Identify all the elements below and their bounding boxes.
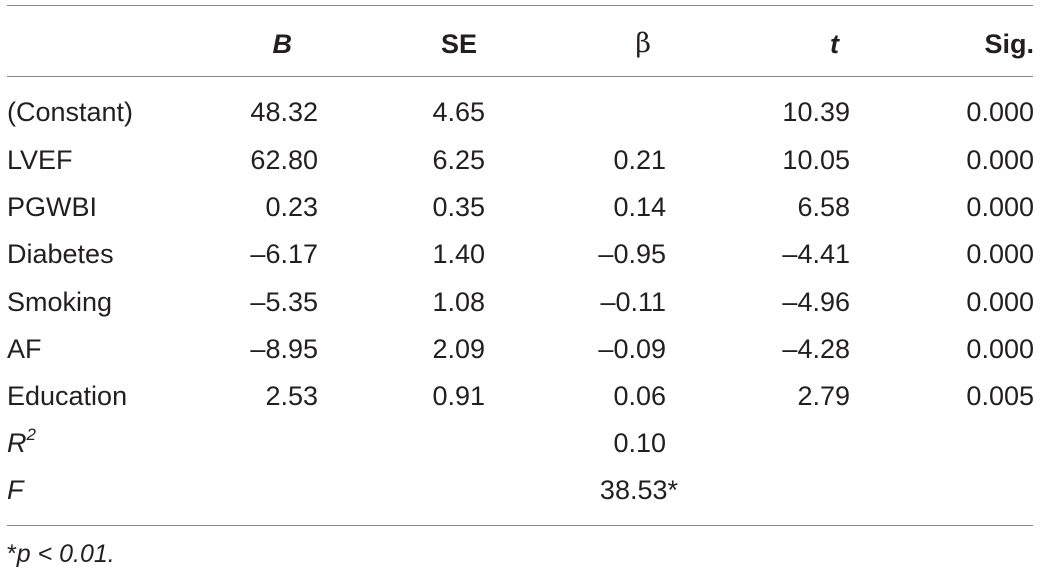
cell-sig: 0.000 (966, 239, 1034, 269)
table-top-rule (7, 5, 1033, 6)
header-t: t (830, 29, 839, 59)
row-label: PGWBI (7, 192, 98, 222)
cell-se: 2.09 (432, 334, 485, 364)
cell-t: –4.28 (782, 334, 850, 364)
header-beta: β (635, 28, 651, 59)
r-squared-value: 0.10 (613, 428, 666, 458)
cell-b: –6.17 (250, 239, 318, 269)
table-bottom-rule (7, 525, 1033, 526)
row-label: (Constant) (7, 97, 134, 127)
cell-b: 2.53 (265, 381, 318, 411)
cell-b: 0.23 (265, 192, 318, 222)
cell-se: 6.25 (432, 145, 485, 175)
header-sig: Sig. (984, 29, 1034, 59)
row-label: AF (7, 334, 42, 364)
header-b: B (272, 29, 293, 59)
cell-se: 0.91 (432, 381, 485, 411)
row-label: Education (7, 381, 128, 411)
cell-t: 2.79 (797, 381, 850, 411)
cell-sig: 0.000 (966, 145, 1034, 175)
footnote-text: p < 0.01. (16, 540, 115, 568)
table-row: Education 2.53 0.91 0.06 2.79 0.005 (0, 376, 1040, 416)
cell-beta: 0.06 (613, 381, 666, 411)
r-squared-row: R2 0.10 (0, 423, 1040, 463)
cell-b: –5.35 (250, 287, 318, 317)
cell-beta: 0.21 (613, 145, 666, 175)
table-row: PGWBI 0.23 0.35 0.14 6.58 0.000 (0, 187, 1040, 227)
cell-beta: –0.11 (600, 287, 666, 317)
row-label: LVEF (7, 145, 73, 175)
cell-b: –8.95 (250, 334, 318, 364)
row-label: Smoking (7, 287, 113, 317)
footnote-star: * (7, 540, 17, 568)
cell-se: 1.08 (432, 287, 485, 317)
header-se: SE (440, 29, 477, 59)
cell-beta: –0.95 (598, 239, 666, 269)
cell-beta: 0.14 (613, 192, 666, 222)
cell-se: 4.65 (432, 97, 485, 127)
cell-sig: 0.000 (966, 192, 1034, 222)
r-squared-label: R2 (7, 423, 36, 463)
f-label: F (7, 475, 24, 505)
cell-t: 6.58 (797, 192, 850, 222)
cell-t: 10.39 (782, 97, 850, 127)
cell-sig: 0.005 (966, 381, 1034, 411)
table-header-row: B SE β t Sig. (0, 24, 1040, 64)
table-row: (Constant) 48.32 4.65 10.39 0.000 (0, 92, 1040, 132)
r-superscript: 2 (26, 425, 36, 444)
cell-sig: 0.000 (966, 334, 1034, 364)
f-statistic-row: F 38.53* (0, 470, 1040, 510)
cell-t: –4.96 (782, 287, 850, 317)
r-label: R (7, 428, 27, 458)
footnote: *p < 0.01. (7, 534, 115, 574)
cell-b: 48.32 (250, 97, 318, 127)
table-row: Smoking –5.35 1.08 –0.11 –4.96 0.000 (0, 282, 1040, 322)
cell-sig: 0.000 (966, 97, 1034, 127)
cell-beta: –0.09 (598, 334, 666, 364)
table-row: LVEF 62.80 6.25 0.21 10.05 0.000 (0, 140, 1040, 180)
table-row: Diabetes –6.17 1.40 –0.95 –4.41 0.000 (0, 234, 1040, 274)
cell-t: –4.41 (782, 239, 850, 269)
cell-sig: 0.000 (966, 287, 1034, 317)
cell-se: 0.35 (432, 192, 485, 222)
f-value: 38.53* (599, 475, 678, 505)
row-label: Diabetes (7, 239, 114, 269)
cell-t: 10.05 (782, 145, 850, 175)
cell-se: 1.40 (432, 239, 485, 269)
cell-b: 62.80 (250, 145, 318, 175)
header-rule (7, 76, 1033, 77)
table-row: AF –8.95 2.09 –0.09 –4.28 0.000 (0, 329, 1040, 369)
